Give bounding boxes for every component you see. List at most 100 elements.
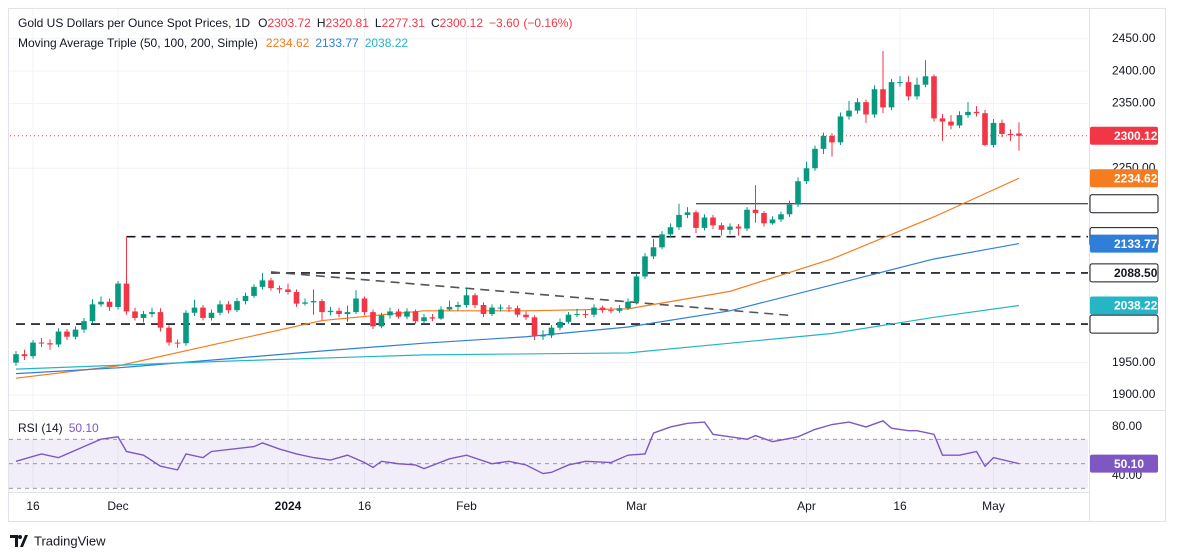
candle-body [616, 308, 623, 311]
candle-body [922, 76, 929, 85]
candle-body [905, 82, 912, 97]
logo [10, 535, 28, 547]
candle-body [361, 298, 368, 313]
candle-body [965, 111, 971, 116]
candle-body [55, 331, 62, 345]
candle-body [939, 118, 946, 122]
candle-body [582, 314, 589, 316]
level-badge [1089, 263, 1159, 283]
x-tick-label: Mar [626, 499, 647, 513]
candle-body [599, 307, 606, 311]
candle-body [990, 122, 997, 145]
moving-average-label: 2234.62 [1114, 171, 1158, 185]
candle-body [166, 327, 172, 343]
level-badge [1089, 194, 1159, 214]
candle-body [268, 280, 274, 289]
candle-body [846, 110, 852, 117]
candle-body [548, 327, 555, 336]
x-tick-label: May [982, 499, 1005, 513]
ohlc-value: 2300.12 [440, 16, 484, 30]
candle-body [472, 295, 478, 305]
candle-body [565, 314, 572, 322]
moving-average-label: 2133.77 [1114, 237, 1158, 251]
candle-body [30, 342, 36, 357]
candle-body [999, 122, 1005, 134]
candle-body [608, 310, 614, 312]
candle-body [735, 226, 742, 229]
candle-body [98, 301, 104, 305]
candle-body [344, 312, 351, 315]
candle-body [395, 311, 402, 317]
candle-body [404, 311, 410, 317]
candle-body [752, 209, 759, 213]
candle-body [149, 312, 155, 315]
moving-average-badge [1090, 169, 1158, 188]
candle-body [89, 304, 96, 322]
candle-body [523, 314, 529, 318]
candle-body [761, 212, 767, 224]
level-label: 2088.50 [1114, 266, 1158, 280]
ohlc-value: 2277.31 [382, 16, 426, 30]
ohlc-value: 2303.72 [267, 16, 311, 30]
candle-body [837, 116, 844, 143]
x-tick-label: Feb [456, 499, 477, 513]
chart-title: Gold US Dollars per Ounce Spot Prices, 1… [18, 16, 250, 30]
candle-body [540, 335, 546, 337]
candle-body [157, 312, 164, 328]
candle-body [21, 354, 28, 357]
x-tick-label: Dec [107, 499, 128, 513]
candle-body [574, 314, 580, 316]
candle-body [285, 289, 291, 293]
candle-body [489, 307, 495, 315]
candle-body [1007, 133, 1014, 136]
y-tick-label: 2400.00 [1112, 63, 1156, 77]
candle-body [336, 310, 342, 315]
candle-body [914, 84, 920, 97]
candle-body [310, 301, 317, 303]
candle-body [693, 212, 699, 228]
candle-body [871, 89, 878, 115]
rsi-badge [1090, 454, 1158, 473]
candle-body [786, 204, 793, 215]
candle-body [132, 311, 138, 318]
candle-body [676, 214, 682, 228]
candle-body [497, 307, 504, 309]
y-tick-label: 1900.00 [1112, 387, 1156, 401]
x-tick-label: 16 [358, 499, 372, 513]
candle-body [115, 283, 121, 307]
moving-average-title: Moving Average Triple (50, 100, 200, Sim… [18, 36, 258, 50]
candle-body [72, 329, 79, 337]
candle-body [803, 168, 810, 182]
rsi-current-label: 50.10 [1114, 457, 1144, 471]
current-price-badge [1090, 126, 1158, 145]
change-value: −3.60 [489, 16, 520, 30]
rsi-value: 50.10 [69, 421, 99, 435]
candle-body [659, 234, 665, 248]
ohlc-value: 2320.81 [326, 16, 370, 30]
candle-body [820, 135, 827, 149]
candle-body [642, 256, 648, 277]
candle-body [251, 286, 257, 296]
candle-body [293, 292, 300, 304]
candle-body [744, 209, 750, 229]
candle-body [514, 308, 521, 315]
candle-body [106, 301, 113, 307]
candle-body [140, 314, 147, 318]
moving-average-line [15, 304, 1020, 370]
ohlc-prefix: L [375, 16, 382, 30]
candle-body [778, 214, 784, 220]
candle-body [174, 342, 181, 344]
candle-body [531, 317, 538, 336]
candle-body [1016, 133, 1022, 136]
candle-body [973, 111, 980, 114]
moving-average-badge [1090, 234, 1158, 253]
candle-body [854, 102, 861, 111]
candle-body [47, 343, 53, 345]
candle-body [506, 307, 512, 309]
candle-body [557, 321, 563, 328]
moving-average-value: 2234.62 [266, 36, 310, 50]
level-badge [1089, 314, 1159, 334]
rsi-tick-label: 80.00 [1112, 419, 1142, 433]
candle-body [948, 121, 954, 126]
moving-average-label: 2038.22 [1114, 299, 1158, 313]
